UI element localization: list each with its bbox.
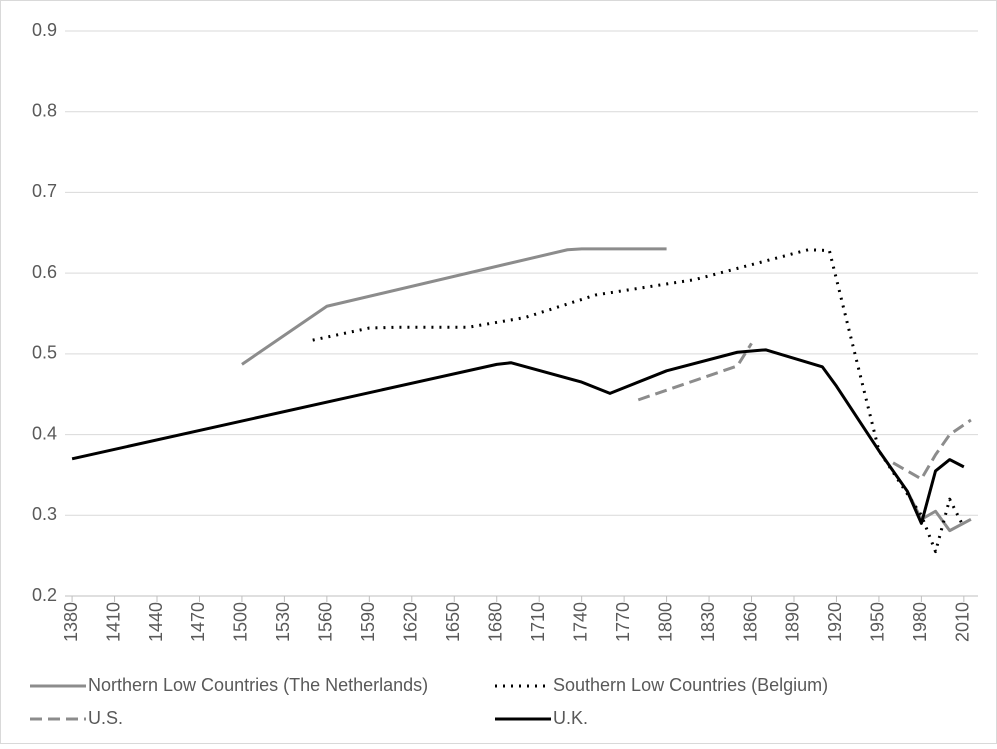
x-tick-label: 1920 [825,602,845,642]
y-tick-label: 0.2 [32,585,57,605]
x-tick-label: 1470 [188,602,208,642]
y-tick-label: 0.4 [32,423,57,443]
x-tick-label: 1740 [570,602,590,642]
legend-label: Northern Low Countries (The Netherlands) [88,675,428,695]
x-tick-label: 1590 [358,602,378,642]
series-line [71,348,965,525]
x-tick-label: 1410 [103,602,123,642]
x-tick-label: 1890 [783,602,803,642]
x-tick-label: 1710 [528,602,548,642]
y-tick-label: 0.6 [32,262,57,282]
x-tick-label: 1770 [613,602,633,642]
y-tick-label: 0.9 [32,20,57,40]
x-tick-label: 1800 [655,602,675,642]
x-tick-label: 1440 [146,602,166,642]
x-tick-label: 1530 [273,602,293,642]
x-tick-label: 2010 [953,602,973,642]
x-tick-label: 1650 [443,602,463,642]
x-tick-label: 1950 [868,602,888,642]
x-tick-label: 1380 [61,602,81,642]
x-tick-label: 1560 [316,602,336,642]
y-tick-label: 0.3 [32,504,57,524]
legend-label: U.K. [553,708,588,728]
series-line [637,342,972,481]
x-tick-label: 1830 [698,602,718,642]
legend-label: Southern Low Countries (Belgium) [553,675,828,695]
x-tick-label: 1620 [401,602,421,642]
y-tick-label: 0.8 [32,100,57,120]
x-tick-label: 1860 [740,602,760,642]
x-tick-label: 1500 [231,602,251,642]
x-tick-label: 1980 [910,602,930,642]
x-tick-label: 1680 [485,602,505,642]
y-tick-label: 0.7 [32,181,57,201]
y-tick-label: 0.5 [32,343,57,363]
legend-label: U.S. [88,708,123,728]
